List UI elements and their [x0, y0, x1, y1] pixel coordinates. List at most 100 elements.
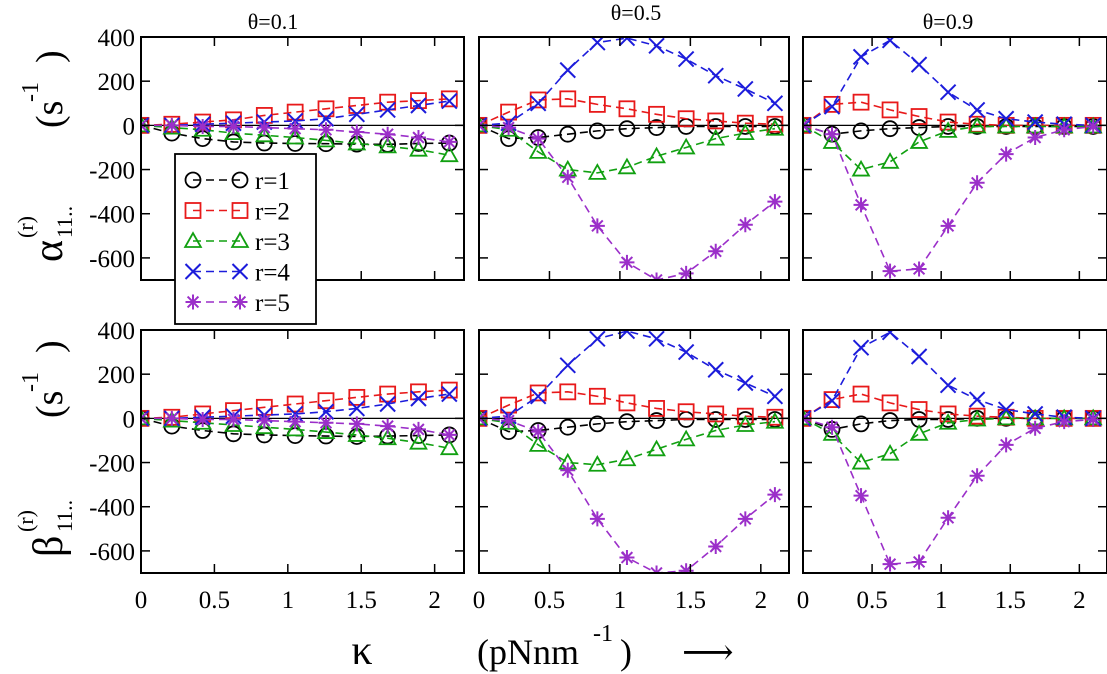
panel-r0-c1-series-r4-point-3: [559, 61, 576, 79]
panel-r0-c1-series-r2-point-6: [648, 105, 665, 123]
panel-r0-c1-series-r2-point-4: [588, 95, 606, 113]
panel-r0-c1-series-r3-line: [479, 124, 776, 174]
panel-r0-c0-series-r3-point-4: [254, 125, 274, 143]
panel-r1-c0-series-r5-point-8: [380, 418, 396, 434]
panel-r1-c0-series-r5-point-9: [410, 421, 426, 437]
panel-r0-c2-series-r4-point-7: [997, 110, 1015, 127]
panel-r0-c2-series-r3-point-3: [880, 152, 900, 169]
panel-r1-c0-series-r4-point-5: [286, 405, 304, 423]
panel-r0-c2-series-r3-point-6: [967, 116, 987, 134]
panel-r0-c2-series-r5-point-8: [1027, 130, 1043, 146]
xlabel: κ (pNnm -1 ) ⟶: [351, 621, 733, 674]
panel-r0-c1-series-r4-point-10: [766, 95, 784, 112]
legend-marker-start-r4: [184, 263, 202, 280]
panel-r0-c0-series-r5-point-6: [318, 122, 334, 138]
panel-r0-c0-series-r3-point-6: [316, 130, 336, 148]
legend-box: [174, 153, 317, 325]
panel-r0-c2-series-r2-point-1: [823, 95, 841, 113]
panel-r0-c2-series-r2-line: [803, 101, 1094, 127]
panel-r0-c0-series-r4-point-6: [317, 110, 335, 127]
panel-r0-c1-series-r2-point-2: [529, 91, 547, 109]
panel-r0-c1-plot-area: [479, 37, 785, 280]
panel-r1-c0-series-r5-point-10: [441, 427, 457, 443]
panel-r1-c2-plot-area: [803, 330, 1103, 572]
panel-r0-c1-series-r1-line: [479, 124, 775, 140]
panel-r1-c0-series-r5-point-4: [256, 413, 272, 429]
panel-r1-c0-series-r5-point-3: [225, 411, 241, 427]
panel-r1-c0-series-r1-line: [141, 417, 450, 438]
panel-r1-c1-series-r4-point-4: [589, 330, 606, 348]
panel-r0-c2-series-r5-point-9: [1056, 122, 1072, 138]
panel-r1-c0-series-r2-point-8: [379, 385, 397, 403]
panel-r0-c1-series-r5-point-9: [737, 217, 753, 233]
ylabel-alpha: (s -1 ) α 11.. (r): [13, 50, 77, 262]
panel-r0-c0-series-r2-point-10: [440, 90, 458, 108]
panel-r1-c2-series-r4-point-6: [968, 391, 986, 408]
legend-marker-end-r4: [231, 263, 249, 280]
panel-r1-c2-xtick-label-1: 0.5: [856, 587, 887, 614]
panel-r0-c2-series-r2-point-4: [910, 108, 928, 125]
panel-r0-c0-ytick-label-5: -600: [89, 246, 135, 273]
panel-r1-c0-xtick-label-2: 1: [282, 587, 295, 614]
panel-r1-c1-series-r5-point-5: [619, 550, 635, 566]
panel-r0-c1-series-r2-point-10: [766, 115, 784, 133]
panel-r0-c2-series-r4-point-4: [910, 56, 928, 73]
panel-r1-c1-series-r5-point-10: [767, 487, 783, 503]
panel-r0-c0-series-r3-point-9: [409, 139, 428, 157]
panel-r0-c1-series-r5-point-2: [530, 131, 546, 147]
panel-r1-c2-series-r3-point-2: [851, 452, 871, 470]
panel-r1-c2-series-r1-point-3: [881, 412, 899, 429]
panel-r1-c0-series-r5-point-6: [318, 415, 334, 431]
ylabel-beta-unit-exp: -1: [18, 372, 44, 392]
panel-r1-c1-series-r4-point-9: [737, 374, 754, 392]
xlabel-arrow: ⟶: [682, 632, 734, 672]
ylabel-alpha-sup: (r): [13, 216, 38, 238]
panel-r1-c1-series-r1-point-3: [559, 418, 577, 436]
panel-r1-c2-series-r4-point-5: [939, 377, 957, 394]
panel-r0-c2-series-r5-point-5: [940, 218, 956, 234]
panel-r1-c2-series-r5-point-8: [1027, 420, 1043, 436]
panel-r0-c2-series-r4-point-1: [823, 98, 841, 115]
panel-r0-c2-series-r5-point-10: [1085, 118, 1101, 134]
panel-r0-c2-series-r5-point-4: [911, 261, 927, 277]
panel-r1-c0-series-r4-point-6: [317, 403, 335, 420]
panel-r1-c2-xtick-label-3: 1.5: [995, 587, 1026, 614]
panel-r1-c2: 0 0.5 1 1.5 2: [797, 329, 1107, 614]
panel-r1-c2-series-r3-point-7: [996, 408, 1016, 426]
panel-r0-c1-series-r2-point-9: [736, 114, 754, 132]
xlabel-unit-close: ): [620, 632, 632, 672]
panel-r0-c1-series-r2-line: [479, 98, 775, 127]
column-title-theta-0-9: θ=0.9: [923, 9, 973, 34]
panel-r1-c1-xtick-label-4: 2: [755, 587, 768, 614]
panel-r1-c2-series-r4-point-7: [997, 401, 1015, 418]
panel-r0-c2-series-r1-point-3: [881, 120, 899, 138]
panel-r1-c1-series-r4-point-2: [529, 388, 547, 405]
panel-r1-c2-series-r4-point-2: [852, 339, 870, 356]
panel-r1-c1-series-r2-point-9: [736, 407, 754, 425]
panel-r1-c1-frame: [478, 329, 790, 574]
panel-r1-c1-series-r4-point-7: [677, 343, 695, 361]
panel-r1-c1-series-r5-point-2: [530, 424, 546, 440]
panel-r1-c2-series-r4-line: [803, 331, 1094, 420]
panel-r1-c2-xtick-label-4: 2: [1073, 587, 1086, 614]
legend-marker-start-r5: [185, 294, 201, 310]
panel-r0-c1-series-r4-point-7: [677, 50, 695, 68]
panel-r1-c1-series-r1-line: [479, 417, 775, 433]
panel-r0-c2-series-r3-point-2: [851, 159, 871, 177]
panel-r1-c1-series-r4-point-8: [707, 361, 724, 378]
panel-r0-c1-series-r2-point-7: [677, 110, 695, 128]
panel-r1-c2-series-r5-line: [803, 417, 1094, 566]
panel-r1-c2-series-r1-line: [803, 417, 1094, 431]
panel-r1-c1-series-r5-point-3: [560, 462, 576, 478]
panel-r1-c1-series-r4-point-6: [648, 330, 665, 348]
panel-r1-c1-xtick-label-1: 0.5: [534, 587, 565, 614]
panel-r1-c2-series-r4-point-8: [1026, 405, 1044, 423]
panel-r1-c2-series-r5-point-7: [998, 437, 1014, 453]
panel-r0-c1-series-r3-point-5: [617, 157, 637, 175]
panel-r0-c0-ytick-label-0: 400: [98, 25, 136, 52]
panel-r0-c0-series-r5-point-7: [349, 124, 365, 140]
panel-r1-c2-series-r5-point-1: [824, 419, 840, 435]
panel-r0-c2-series-r1-point-2: [852, 122, 870, 140]
panel-r1-c0-series-r4-point-8: [379, 395, 396, 413]
